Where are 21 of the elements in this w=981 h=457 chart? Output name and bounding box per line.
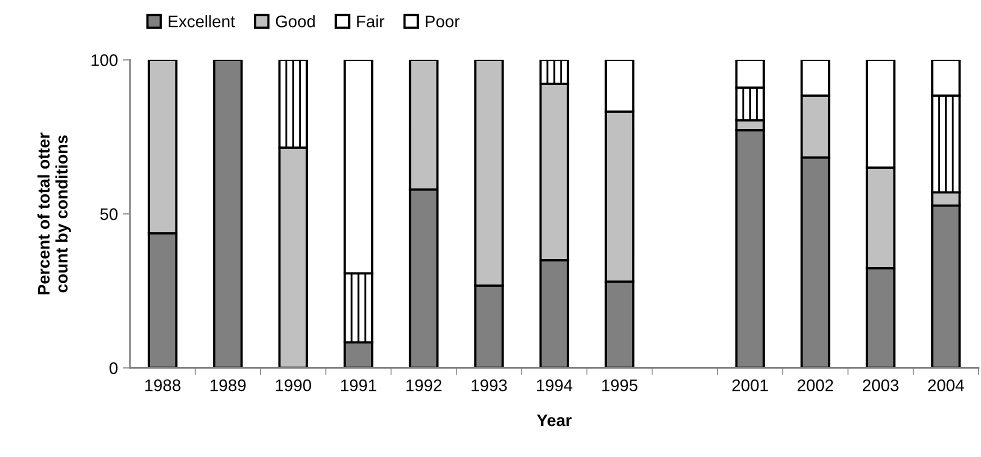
y-axis-title: Percent of total otter count by conditions (37, 132, 71, 294)
legend-label: Fair (357, 15, 384, 28)
x-tick-label: 1990 (276, 379, 312, 392)
x-tick-label: 1989 (210, 379, 246, 392)
x-tick-label: 1988 (145, 379, 180, 392)
x-tick-label: 1993 (472, 379, 507, 392)
legend-label: Excellent (168, 15, 235, 28)
x-tick-label: 1992 (406, 379, 442, 392)
x-tick-label: 2003 (862, 379, 898, 392)
legend-label: Poor (426, 16, 460, 28)
x-tick-label: 1991 (341, 379, 376, 392)
x-tick-label: 1994 (537, 379, 572, 392)
x-tick-label: 1995 (602, 379, 638, 392)
x-tick-label: 2004 (928, 379, 964, 392)
x-tick-label: 2002 (798, 379, 834, 392)
y-tick-label: 0 (110, 362, 118, 374)
legend-label: Good (276, 15, 315, 28)
y-tick-label: 100 (92, 54, 118, 66)
y-tick-label: 50 (100, 208, 118, 220)
x-axis-title: Year (536, 414, 572, 426)
x-tick-label: 2001 (732, 379, 768, 392)
